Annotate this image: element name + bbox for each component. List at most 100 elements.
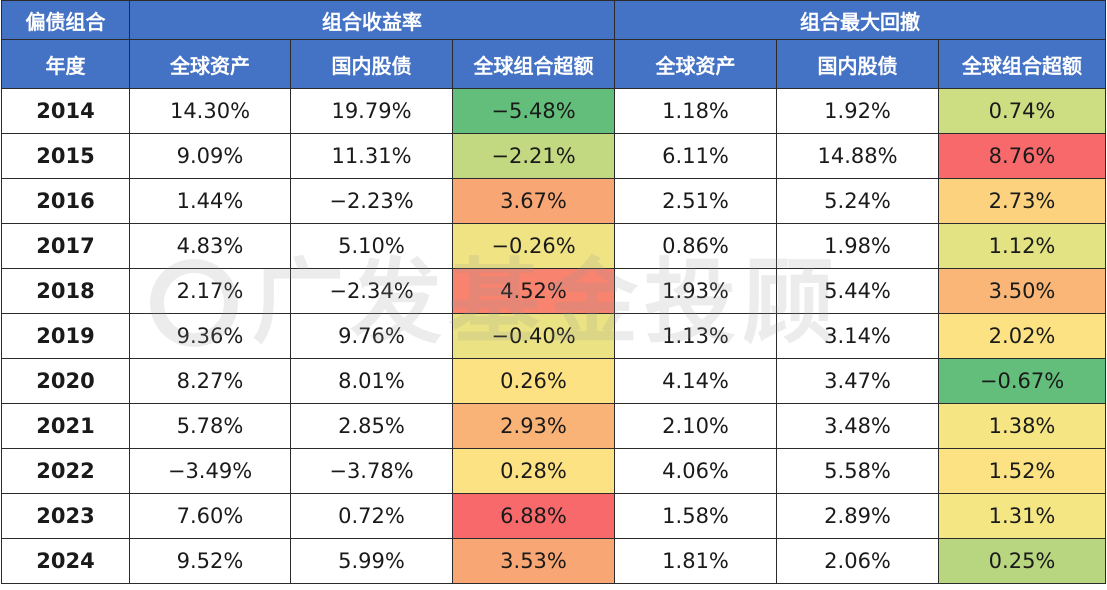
cell-drawdown-global: 2.10% <box>614 403 778 449</box>
table-row: 2022 −3.49% −3.78% 0.28% 4.06% 5.58% 1.52% <box>1 448 1107 494</box>
cell-return-excess: 6.88% <box>451 493 616 539</box>
cell-drawdown-excess: 1.38% <box>938 403 1107 449</box>
cell-return-excess: 0.26% <box>451 358 616 404</box>
col-header-year: 年度 <box>1 39 130 89</box>
cell-year: 2019 <box>1 313 130 359</box>
table-row: 2021 5.78% 2.85% 2.93% 2.10% 3.48% 1.38% <box>1 403 1107 449</box>
cell-return-excess: −0.26% <box>451 223 616 269</box>
cell-drawdown-global: 1.93% <box>614 268 778 314</box>
cell-return-domestic: 5.10% <box>290 223 453 269</box>
cell-return-global: 9.52% <box>129 538 291 584</box>
cell-return-global: 14.30% <box>129 88 291 134</box>
col-header-drawdown-excess: 全球组合超额 <box>938 39 1107 89</box>
cell-year: 2021 <box>1 403 130 449</box>
cell-return-excess: 2.93% <box>451 403 616 449</box>
cell-drawdown-excess: 1.52% <box>938 448 1107 494</box>
corner-label: 偏债组合 <box>1 0 130 40</box>
cell-drawdown-global: 1.81% <box>614 538 778 584</box>
cell-return-domestic: 8.01% <box>290 358 453 404</box>
table-row: 2014 14.30% 19.79% −5.48% 1.18% 1.92% 0.74% <box>1 88 1107 134</box>
cell-drawdown-domestic: 3.48% <box>776 403 940 449</box>
cell-drawdown-excess: 1.12% <box>938 223 1107 269</box>
cell-drawdown-excess: 1.31% <box>938 493 1107 539</box>
table-row: 2018 2.17% −2.34% 4.52% 1.93% 5.44% 3.50% <box>1 268 1107 314</box>
cell-return-global: 2.17% <box>129 268 291 314</box>
cell-return-domestic: 0.72% <box>290 493 453 539</box>
cell-return-domestic: −2.34% <box>290 268 453 314</box>
cell-drawdown-domestic: 5.58% <box>776 448 940 494</box>
table-row: 2020 8.27% 8.01% 0.26% 4.14% 3.47% −0.67% <box>1 358 1107 404</box>
table-row: 2016 1.44% −2.23% 3.67% 2.51% 5.24% 2.73% <box>1 178 1107 224</box>
cell-drawdown-domestic: 2.89% <box>776 493 940 539</box>
table-body: 2014 14.30% 19.79% −5.48% 1.18% 1.92% 0.74% 201… <box>1 88 1107 584</box>
cell-drawdown-excess: 0.25% <box>938 538 1107 584</box>
cell-return-excess: −0.40% <box>451 313 616 359</box>
cell-drawdown-global: 2.51% <box>614 178 778 224</box>
cell-drawdown-global: 1.58% <box>614 493 778 539</box>
cell-year: 2016 <box>1 178 130 224</box>
table-row: 2024 9.52% 5.99% 3.53% 1.81% 2.06% 0.25% <box>1 538 1107 584</box>
table-header: 偏债组合 组合收益率 组合最大回撤 年度 全球资产 国内股债 全球组合超额 全球… <box>1 0 1107 89</box>
cell-return-global: 5.78% <box>129 403 291 449</box>
col-header-drawdown-domestic: 国内股债 <box>776 39 940 89</box>
cell-year: 2018 <box>1 268 130 314</box>
cell-drawdown-domestic: 5.24% <box>776 178 940 224</box>
group-header-drawdown: 组合最大回撤 <box>614 0 1107 40</box>
cell-drawdown-excess: −0.67% <box>938 358 1107 404</box>
cell-drawdown-excess: 0.74% <box>938 88 1107 134</box>
cell-year: 2017 <box>1 223 130 269</box>
cell-return-global: 9.09% <box>129 133 291 179</box>
cell-return-global: −3.49% <box>129 448 291 494</box>
cell-year: 2015 <box>1 133 130 179</box>
table-row: 2015 9.09% 11.31% −2.21% 6.11% 14.88% 8.76% <box>1 133 1107 179</box>
cell-drawdown-global: 1.13% <box>614 313 778 359</box>
cell-year: 2024 <box>1 538 130 584</box>
table-row: 2023 7.60% 0.72% 6.88% 1.58% 2.89% 1.31% <box>1 493 1107 539</box>
cell-return-global: 1.44% <box>129 178 291 224</box>
cell-drawdown-global: 1.18% <box>614 88 778 134</box>
cell-return-domestic: −3.78% <box>290 448 453 494</box>
cell-return-global: 9.36% <box>129 313 291 359</box>
cell-drawdown-domestic: 14.88% <box>776 133 940 179</box>
cell-drawdown-domestic: 3.47% <box>776 358 940 404</box>
cell-return-domestic: −2.23% <box>290 178 453 224</box>
cell-year: 2020 <box>1 358 130 404</box>
col-header-return-excess: 全球组合超额 <box>451 39 616 89</box>
cell-drawdown-global: 6.11% <box>614 133 778 179</box>
cell-return-global: 7.60% <box>129 493 291 539</box>
cell-drawdown-domestic: 1.98% <box>776 223 940 269</box>
cell-return-excess: 4.52% <box>451 268 616 314</box>
cell-drawdown-excess: 3.50% <box>938 268 1107 314</box>
cell-return-domestic: 11.31% <box>290 133 453 179</box>
cell-drawdown-global: 4.06% <box>614 448 778 494</box>
table-row: 2019 9.36% 9.76% −0.40% 1.13% 3.14% 2.02% <box>1 313 1107 359</box>
cell-drawdown-domestic: 2.06% <box>776 538 940 584</box>
cell-drawdown-global: 0.86% <box>614 223 778 269</box>
cell-return-excess: 3.53% <box>451 538 616 584</box>
col-header-return-global: 全球资产 <box>129 39 291 89</box>
cell-year: 2023 <box>1 493 130 539</box>
cell-return-domestic: 9.76% <box>290 313 453 359</box>
cell-return-domestic: 19.79% <box>290 88 453 134</box>
cell-return-global: 4.83% <box>129 223 291 269</box>
cell-return-excess: −2.21% <box>451 133 616 179</box>
cell-drawdown-global: 4.14% <box>614 358 778 404</box>
header-row-groups: 偏债组合 组合收益率 组合最大回撤 <box>1 0 1107 40</box>
header-row-columns: 年度 全球资产 国内股债 全球组合超额 全球资产 国内股债 全球组合超额 <box>1 39 1107 89</box>
table-row: 2017 4.83% 5.10% −0.26% 0.86% 1.98% 1.12% <box>1 223 1107 269</box>
cell-drawdown-excess: 2.73% <box>938 178 1107 224</box>
cell-drawdown-excess: 8.76% <box>938 133 1107 179</box>
cell-return-excess: 3.67% <box>451 178 616 224</box>
col-header-drawdown-global: 全球资产 <box>614 39 778 89</box>
group-header-return: 组合收益率 <box>128 0 616 40</box>
cell-return-excess: −5.48% <box>451 88 616 134</box>
cell-drawdown-domestic: 1.92% <box>776 88 940 134</box>
col-header-return-domestic: 国内股债 <box>290 39 453 89</box>
cell-drawdown-domestic: 3.14% <box>776 313 940 359</box>
cell-return-global: 8.27% <box>129 358 291 404</box>
cell-drawdown-domestic: 5.44% <box>776 268 940 314</box>
cell-return-domestic: 2.85% <box>290 403 453 449</box>
cell-drawdown-excess: 2.02% <box>938 313 1107 359</box>
